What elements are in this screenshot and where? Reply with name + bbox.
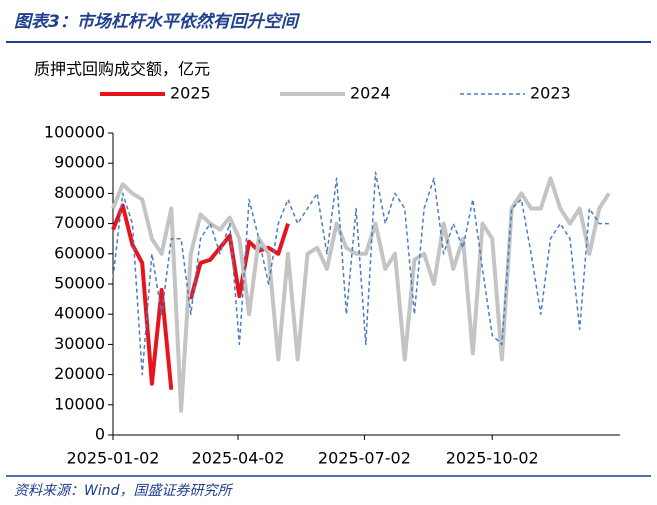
legend-label: 2025 <box>170 84 211 103</box>
x-tick-label: 2025-07-02 <box>318 449 411 468</box>
y-tick-label: 50000 <box>54 274 105 293</box>
series-line <box>111 176 611 413</box>
y-tick-label: 100000 <box>44 123 105 142</box>
y-tick-label: 10000 <box>54 394 105 413</box>
x-tick-label: 2025-04-02 <box>192 449 285 468</box>
legend-label: 2024 <box>350 84 391 103</box>
y-tick-label: 90000 <box>54 153 105 172</box>
y-tick-label: 0 <box>95 425 105 444</box>
x-tick-label: 2025-10-02 <box>446 449 539 468</box>
y-axis-label: 质押式回购成交额，亿元 <box>34 60 210 79</box>
y-tick-label: 30000 <box>54 334 105 353</box>
series-line <box>111 203 290 390</box>
y-tick-label: 60000 <box>54 243 105 262</box>
legend-label: 2023 <box>530 84 571 103</box>
y-tick-label: 20000 <box>54 364 105 383</box>
series-line <box>112 171 609 376</box>
y-tick-label: 80000 <box>54 183 105 202</box>
y-tick-label: 70000 <box>54 213 105 232</box>
y-tick-label: 40000 <box>54 304 105 323</box>
x-tick-label: 2025-01-02 <box>67 449 160 468</box>
source: 资料来源：Wind，国盛证券研究所 <box>14 483 233 499</box>
chart-title: 图表3：市场杠杆水平依然有回升空间 <box>14 12 301 32</box>
